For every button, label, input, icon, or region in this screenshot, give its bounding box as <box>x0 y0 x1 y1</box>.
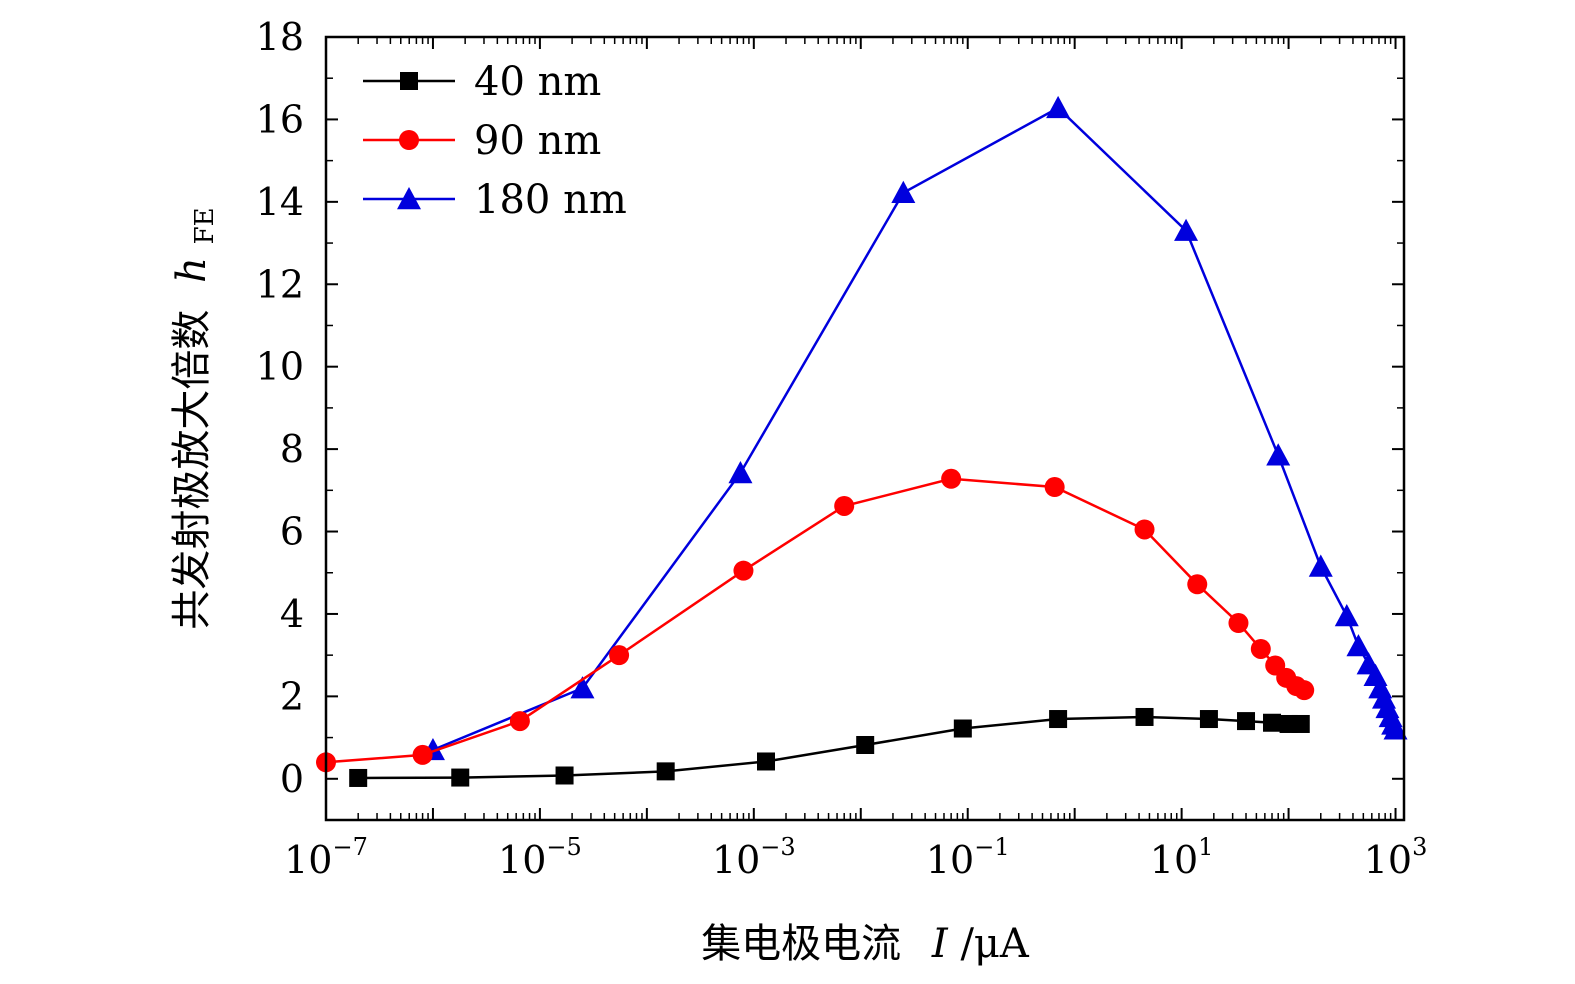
legend-label: 90 nm <box>474 118 601 164</box>
data-point <box>509 711 530 732</box>
data-point <box>1334 604 1359 627</box>
y-axis-title: 共发射极放大倍数 h FE <box>169 207 220 629</box>
series-180-nm <box>420 95 1408 761</box>
y-axis-title-sub: FE <box>190 207 220 244</box>
data-point <box>555 766 574 785</box>
x-tick-exponent: −3 <box>760 833 795 861</box>
x-axis-title-unit: /μA <box>960 921 1029 967</box>
x-tick-label: 10−5 <box>498 833 582 882</box>
x-tick-exponent: −7 <box>332 833 367 861</box>
data-point <box>891 180 916 203</box>
data-point <box>1308 554 1333 577</box>
data-point <box>941 468 962 489</box>
x-axis-title-var: I <box>931 921 949 967</box>
y-tick-label: 8 <box>280 427 304 471</box>
data-point <box>756 752 775 771</box>
x-tick-exponent: 1 <box>1198 833 1213 861</box>
legend-label: 40 nm <box>474 59 601 105</box>
data-point <box>1294 680 1315 701</box>
y-axis-title-text: 共发射极放大倍数 <box>169 310 215 630</box>
legend-item: 180 nm <box>363 177 627 223</box>
x-tick-label: 101 <box>1150 833 1214 882</box>
x-tick-base: 10 <box>498 838 546 882</box>
y-tick-label: 14 <box>256 180 304 224</box>
y-tick-label: 4 <box>280 592 304 636</box>
data-point <box>1291 714 1310 733</box>
data-point <box>733 560 754 581</box>
y-axis-title-var: h <box>169 257 215 283</box>
x-tick-label: 10−7 <box>284 833 368 882</box>
series-layer <box>316 95 1408 787</box>
legend-label: 180 nm <box>474 177 627 223</box>
data-point <box>349 768 368 787</box>
y-tick-label: 2 <box>280 674 304 718</box>
data-point <box>856 735 875 754</box>
data-point <box>1044 477 1065 498</box>
data-point <box>1134 519 1155 540</box>
data-point <box>834 495 855 516</box>
data-point <box>1266 443 1291 466</box>
data-point <box>1049 710 1068 729</box>
data-point <box>609 645 630 666</box>
y-tick-label: 18 <box>256 15 304 59</box>
x-tick-exponent: −1 <box>974 833 1009 861</box>
data-point <box>1383 717 1408 740</box>
legend-item: 40 nm <box>363 59 601 105</box>
legend: 40 nm 90 nm 180 nm <box>363 59 627 223</box>
y-tick-label: 16 <box>256 97 304 141</box>
data-point <box>1199 710 1218 729</box>
series-40-nm <box>349 707 1310 787</box>
legend-marker <box>397 187 421 210</box>
x-axis-title-text: 集电极电流 <box>701 921 901 967</box>
x-axis-title: 集电极电流 I /μA <box>701 921 1030 967</box>
x-tick-base: 10 <box>284 838 332 882</box>
legend-marker <box>399 130 419 150</box>
data-point <box>1228 613 1249 634</box>
x-tick-base: 10 <box>712 838 760 882</box>
data-point <box>412 744 433 765</box>
data-point <box>1135 707 1154 726</box>
y-tick-label: 12 <box>256 262 304 306</box>
y-tick-label: 6 <box>280 510 304 554</box>
data-point <box>728 461 753 484</box>
x-tick-exponent: −5 <box>546 833 581 861</box>
x-tick-label: 10−3 <box>712 833 796 882</box>
plot-frame <box>324 35 1406 822</box>
x-tick-exponent: 3 <box>1412 833 1427 861</box>
x-tick-base: 10 <box>926 838 974 882</box>
x-tick-label: 10−1 <box>926 833 1010 882</box>
legend-marker <box>400 72 418 90</box>
legend-item: 90 nm <box>363 118 601 164</box>
data-point <box>1046 95 1071 119</box>
x-tick-label: 103 <box>1364 833 1428 882</box>
data-point <box>1174 218 1199 241</box>
series-90-nm <box>316 468 1315 773</box>
data-point <box>656 762 675 781</box>
x-tick-base: 10 <box>1150 838 1198 882</box>
data-point <box>1346 634 1371 657</box>
data-point <box>1237 712 1256 731</box>
data-point <box>953 719 972 738</box>
data-point <box>1187 574 1208 595</box>
y-tick-label: 10 <box>256 345 304 389</box>
y-tick-label: 0 <box>280 757 304 801</box>
x-tick-base: 10 <box>1364 838 1412 882</box>
data-point <box>451 768 470 787</box>
data-point <box>1263 713 1282 732</box>
data-point <box>570 676 595 699</box>
series-line <box>325 477 1305 764</box>
data-point <box>1250 638 1271 659</box>
series-line <box>358 715 1301 780</box>
